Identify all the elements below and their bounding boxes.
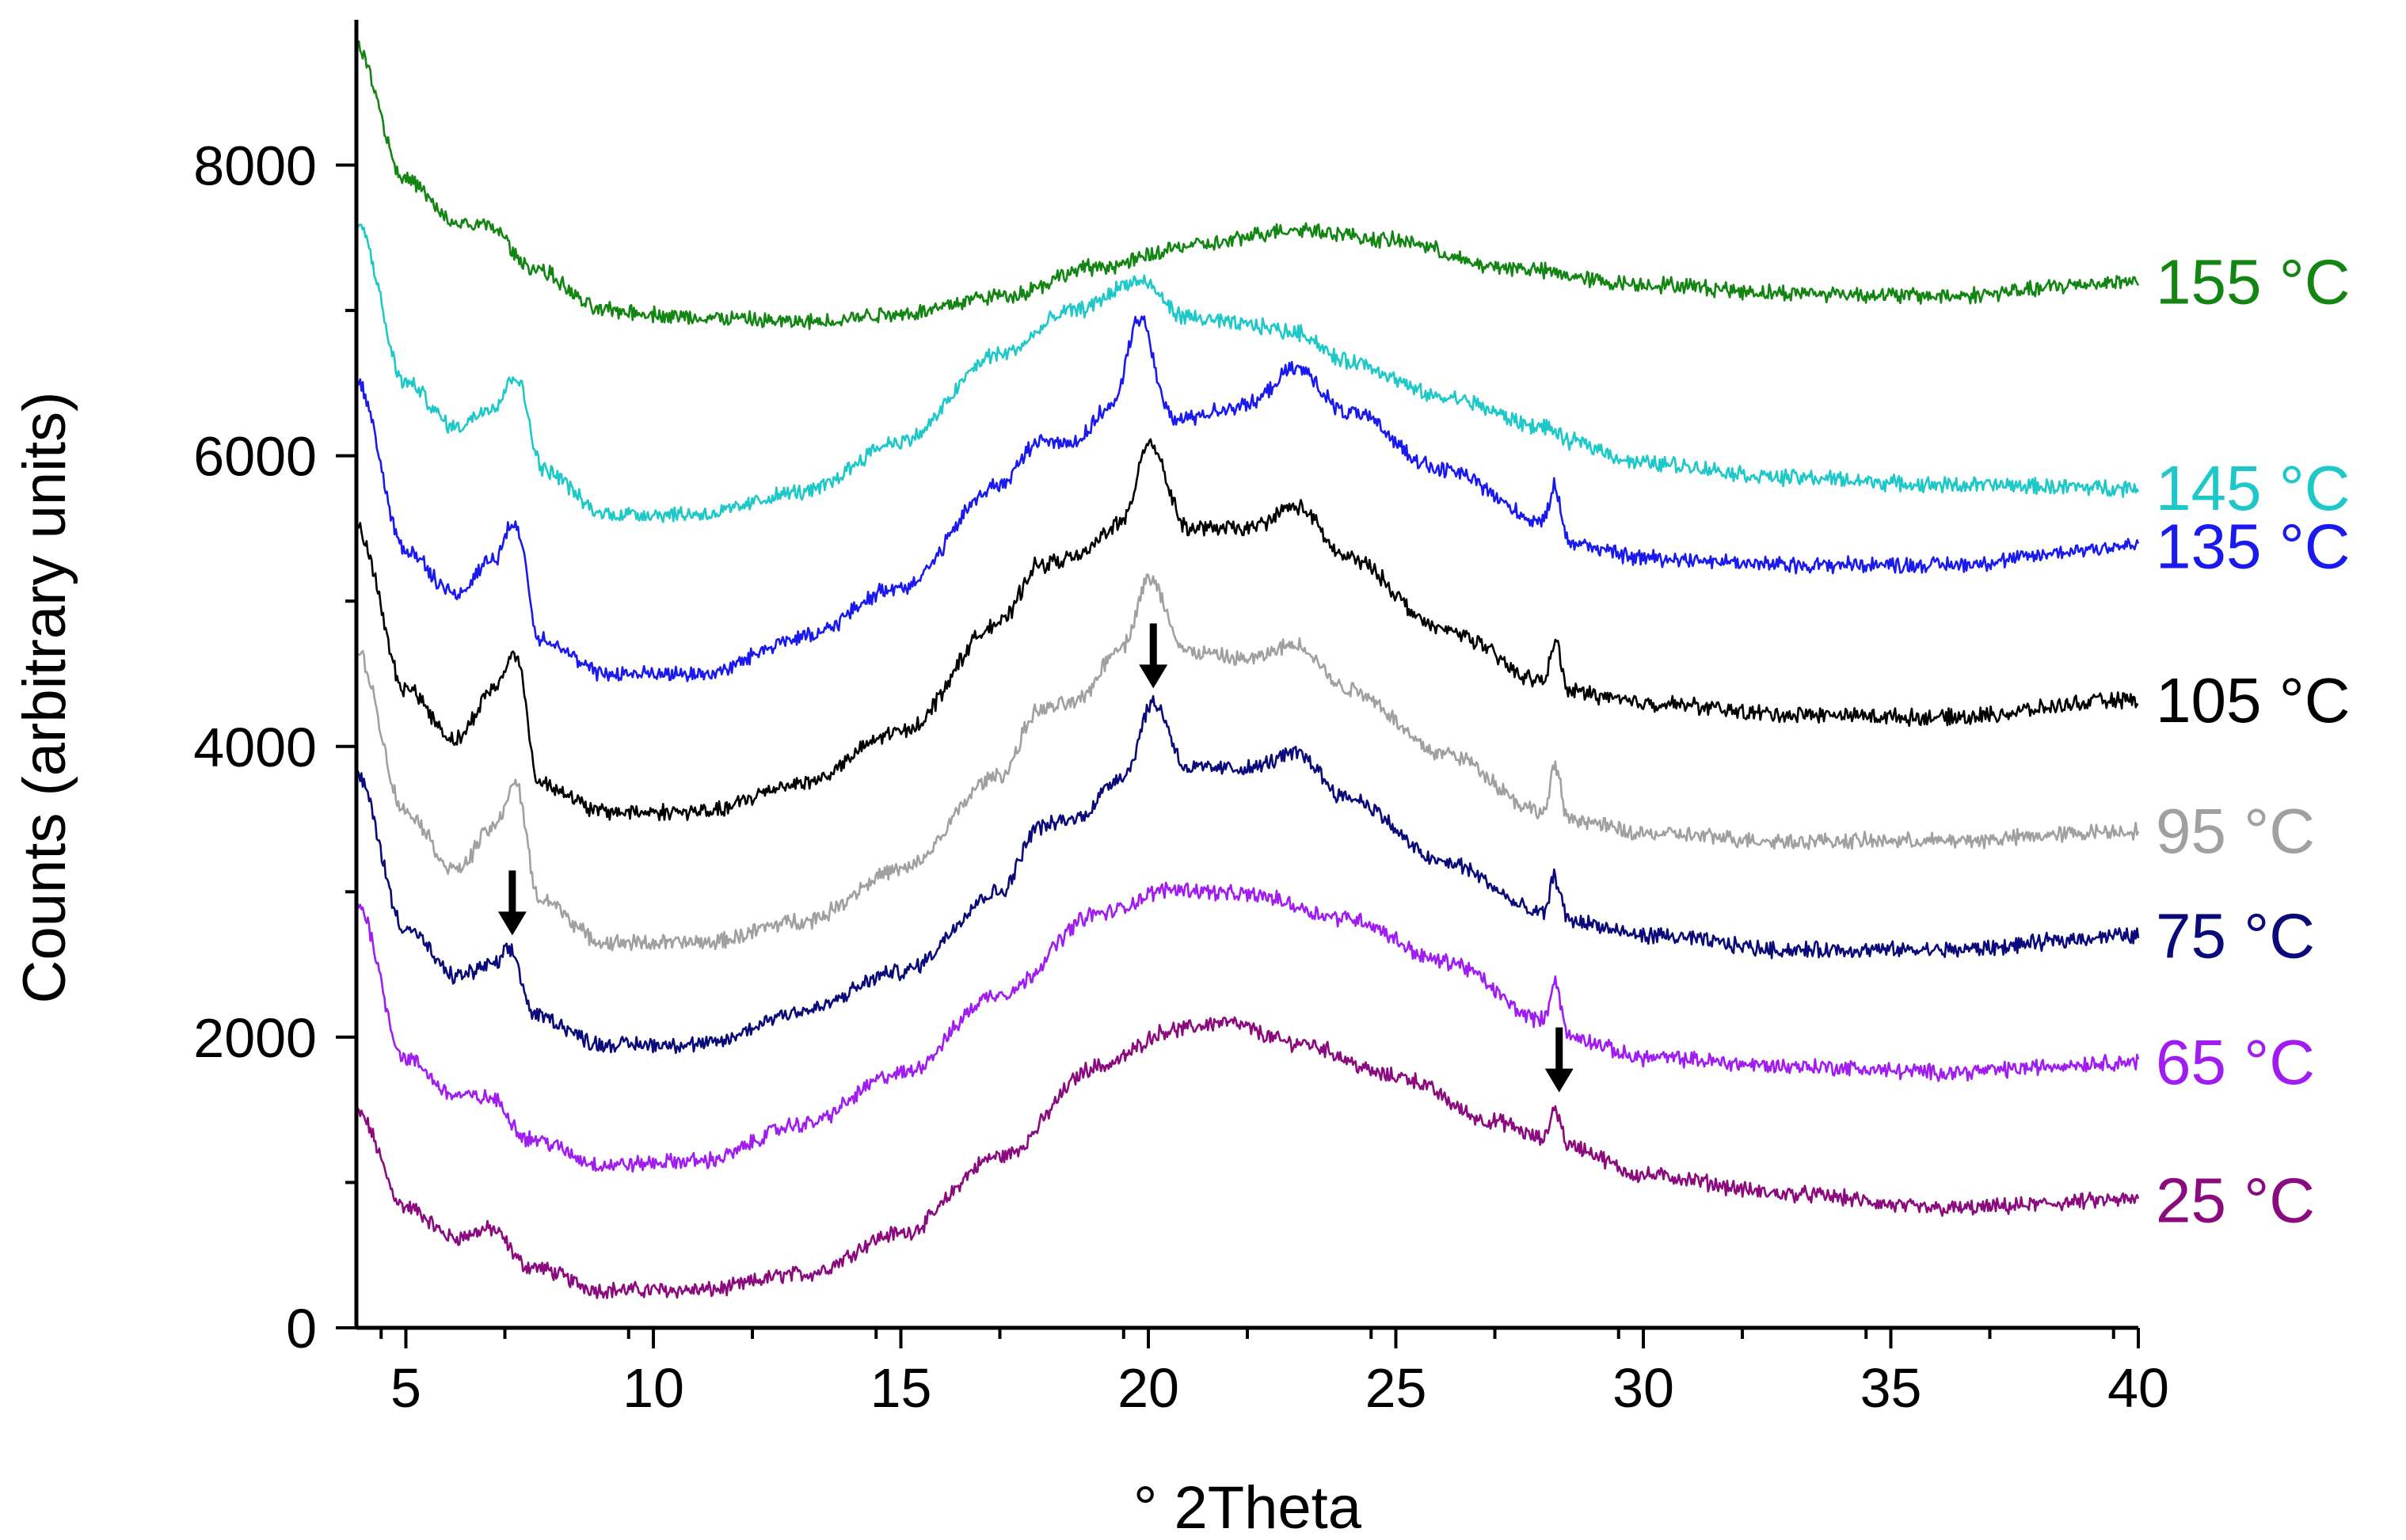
series-label-95c: 95 °C <box>2156 796 2315 866</box>
series-label-145c: 145 °C <box>2156 453 2350 523</box>
y-tick-label-8000: 8000 <box>193 135 317 197</box>
peak-arrow-2 <box>1139 623 1168 689</box>
series-label-105c: 105 °C <box>2156 665 2350 736</box>
x-tick-label-5: 5 <box>390 1357 421 1419</box>
series-line-135c <box>355 315 2140 683</box>
y-tick-label-4000: 4000 <box>193 717 317 778</box>
series-line-75c <box>355 694 2140 1055</box>
series-label-75c: 75 °C <box>2156 900 2315 971</box>
series-line-155c <box>355 40 2140 330</box>
y-axis-title: Counts (arbitrary units) <box>11 392 78 1004</box>
x-tick-label-35: 35 <box>1860 1357 1922 1419</box>
series-label-65c: 65 °C <box>2156 1027 2315 1097</box>
tick-layer: 5 10 15 20 25 30 35 40 0 2000 4000 6000 8000 <box>193 135 2169 1419</box>
x-tick-label-20: 20 <box>1117 1357 1179 1419</box>
x-tick-label-30: 30 <box>1612 1357 1674 1419</box>
series-line-95c <box>355 573 2140 952</box>
y-tick-label-2000: 2000 <box>193 1007 317 1069</box>
peak-arrow-3 <box>1544 1027 1574 1093</box>
series-label-155c: 155 °C <box>2156 246 2350 317</box>
x-axis-title: ° 2Theta <box>1133 1474 1362 1540</box>
series-layer <box>355 40 2140 1299</box>
peak-arrow-1 <box>497 870 527 936</box>
annotation-layer <box>497 623 1574 1093</box>
x-tick-label-15: 15 <box>870 1357 932 1419</box>
x-tick-label-40: 40 <box>2107 1357 2169 1419</box>
series-line-105c <box>355 438 2139 822</box>
series-line-25c <box>355 1016 2140 1299</box>
series-line-145c <box>355 219 2140 523</box>
series-line-65c <box>355 881 2140 1173</box>
x-tick-label-10: 10 <box>622 1357 684 1419</box>
x-tick-label-25: 25 <box>1365 1357 1427 1419</box>
y-tick-label-0: 0 <box>286 1298 317 1359</box>
series-label-25c: 25 °C <box>2156 1165 2315 1235</box>
y-tick-label-6000: 6000 <box>193 426 317 488</box>
series-label-135c: 135 °C <box>2156 511 2350 581</box>
